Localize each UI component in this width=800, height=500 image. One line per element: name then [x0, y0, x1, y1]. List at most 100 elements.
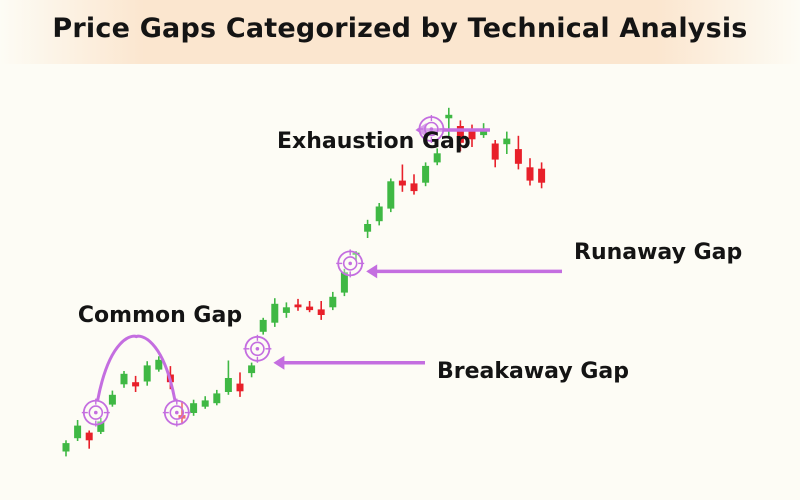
common-gap-label: Common Gap — [78, 303, 242, 328]
candle-2 — [74, 420, 82, 441]
candle-body — [62, 443, 70, 452]
candle-body — [132, 382, 140, 387]
candle-body — [143, 365, 151, 382]
candle-29 — [387, 178, 395, 213]
candle-body — [108, 394, 116, 405]
gap-target-icon — [336, 249, 365, 278]
candle-body — [224, 378, 232, 392]
candle-body — [364, 224, 372, 232]
candle-body — [375, 206, 383, 222]
candle-22 — [306, 301, 314, 313]
gap-target-icon — [243, 334, 272, 363]
gap-target-icon — [417, 115, 446, 143]
arrow-head — [273, 355, 285, 370]
candle-24 — [329, 291, 337, 311]
candle-body — [538, 168, 546, 183]
candle-31 — [410, 174, 418, 195]
arrow-head — [366, 264, 378, 279]
candle-4 — [97, 417, 105, 434]
candle-39 — [503, 131, 511, 154]
candle-body — [468, 129, 476, 140]
candle-body — [85, 432, 93, 441]
chart-title: Price Gaps Categorized by Technical Anal… — [52, 13, 748, 44]
candle-body — [271, 303, 279, 323]
runaway-gap-label: Runaway Gap — [574, 240, 742, 265]
candle-body — [97, 421, 105, 432]
candle-1 — [62, 440, 70, 457]
candle-19 — [271, 298, 279, 327]
candle-body — [410, 183, 418, 192]
candle-15 — [224, 360, 232, 395]
candle-body — [120, 373, 128, 385]
gap-target-icon — [81, 398, 110, 427]
arrow-head — [415, 123, 427, 137]
candle-16 — [236, 372, 244, 397]
candle-body — [201, 400, 209, 407]
candle-body — [248, 365, 256, 374]
target-part — [342, 256, 358, 271]
candle-40 — [514, 135, 522, 170]
candle-18 — [259, 317, 267, 335]
candle-14 — [213, 389, 221, 406]
candle-42 — [538, 162, 546, 189]
candle-body — [259, 319, 267, 332]
candle-body — [526, 167, 534, 181]
breakaway-gap-label: Breakaway Gap — [437, 359, 629, 384]
candle-body — [398, 180, 406, 186]
candle-body — [340, 272, 348, 293]
runaway-gap-arrow — [366, 264, 562, 279]
candle-body — [456, 126, 464, 143]
common-gap-arc — [96, 334, 177, 402]
candle-3 — [85, 430, 93, 449]
target-part — [169, 405, 185, 420]
candle-5 — [108, 390, 116, 407]
candle-body — [503, 138, 511, 145]
candle-body — [329, 296, 337, 308]
target-part — [348, 261, 353, 266]
candle-body — [445, 114, 453, 119]
candle-6 — [120, 371, 128, 388]
candle-body — [317, 309, 325, 315]
target-part — [424, 121, 439, 137]
candle-12 — [190, 399, 198, 416]
candle-28 — [375, 203, 383, 226]
gap-markers — [81, 115, 446, 427]
candle-21 — [294, 298, 302, 311]
candle-body — [74, 425, 82, 439]
candle-9 — [155, 356, 163, 372]
target-part — [175, 410, 179, 415]
candle-34 — [445, 107, 453, 138]
gap-annotations: Common Gap Breakaway Gap Runaway Gap Exh… — [78, 115, 742, 427]
candle-33 — [433, 148, 441, 166]
candle-body — [480, 130, 488, 136]
candle-body — [294, 304, 302, 308]
candle-body — [236, 383, 244, 392]
candle-35 — [456, 120, 464, 152]
target-part — [255, 347, 260, 351]
candle-body — [387, 181, 395, 209]
candle-13 — [201, 396, 209, 409]
target-part — [94, 410, 98, 415]
candle-30 — [398, 164, 406, 192]
candle-body — [213, 393, 221, 404]
candle-body — [491, 143, 499, 160]
candle-27 — [364, 219, 372, 238]
candles-group — [62, 107, 546, 457]
candle-38 — [491, 140, 499, 168]
candle-body — [433, 153, 441, 163]
target-part — [88, 405, 104, 420]
candle-body — [190, 403, 198, 413]
candle-body — [282, 307, 290, 313]
candle-body — [155, 359, 163, 370]
title-band — [0, 0, 800, 64]
candle-7 — [132, 375, 140, 392]
target-part — [250, 341, 265, 357]
candle-body — [514, 149, 522, 164]
gap-target-icon — [162, 398, 191, 427]
candle-body — [306, 306, 314, 311]
candle-23 — [317, 301, 325, 320]
target-part — [429, 127, 434, 131]
exhaustion-gap-label: Exhaustion Gap — [277, 129, 471, 154]
candle-20 — [282, 302, 290, 318]
